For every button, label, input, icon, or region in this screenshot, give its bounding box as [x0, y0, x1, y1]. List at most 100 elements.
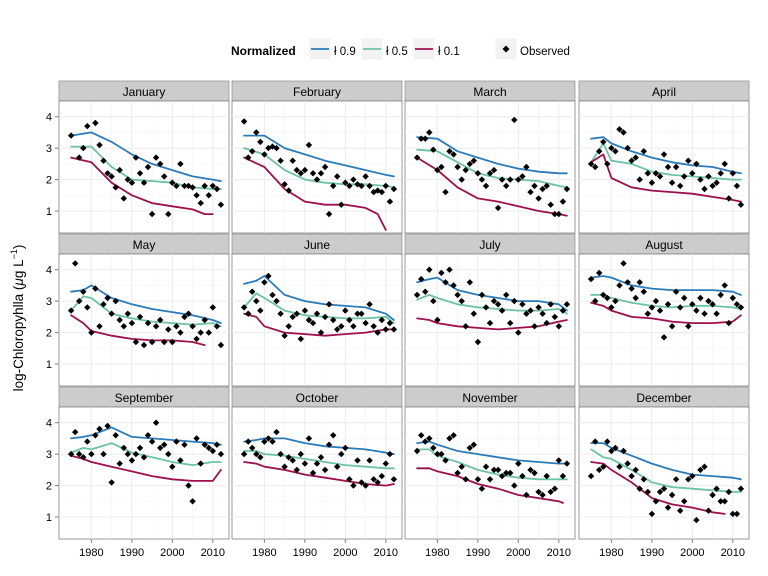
observed-point: [124, 310, 131, 317]
observed-point: [430, 444, 437, 452]
observed-point: [148, 210, 156, 218]
observed-point: [181, 182, 188, 190]
observed-point: [701, 185, 708, 193]
observed-point: [217, 341, 225, 349]
series-line-q10-october: [243, 461, 395, 487]
observed-point: [177, 457, 184, 464]
observed-point: [664, 163, 672, 171]
observed-point: [201, 441, 208, 448]
observed-point: [511, 116, 518, 124]
observed-point: [656, 173, 664, 180]
observed-point: [84, 438, 91, 445]
observed-point: [664, 301, 672, 308]
observed-point: [454, 469, 461, 477]
legend-title: Normalized: [231, 44, 296, 58]
observed-point: [338, 323, 345, 330]
observed-point: [430, 297, 437, 305]
observed-point: [470, 310, 477, 317]
x-tick-label: 1990: [640, 547, 664, 559]
observed-point: [547, 201, 554, 208]
observed-point: [543, 472, 550, 480]
observed-point: [301, 460, 309, 467]
panel-september: September 1 2 3 4 1980 1990 2000 2010: [46, 386, 230, 559]
observed-point: [531, 182, 538, 190]
observed-point: [374, 479, 381, 486]
y-tick-label: 2: [46, 175, 52, 187]
series-line-q50-december: [590, 448, 742, 493]
observed-points-january: [67, 119, 225, 218]
observed-point: [689, 472, 696, 480]
observed-point: [108, 310, 115, 317]
grid-august: [579, 254, 749, 386]
observed-point: [450, 282, 457, 289]
plot-area-april: [578, 100, 750, 234]
y-tick-label: 2: [46, 328, 52, 340]
observed-point: [640, 148, 647, 155]
strip-label-may: May: [133, 238, 156, 252]
observed-point: [325, 301, 333, 308]
observed-points-august: [587, 260, 745, 341]
observed-point: [474, 476, 482, 483]
observed-point: [478, 485, 486, 492]
observed-point: [652, 297, 660, 305]
observed-point: [169, 338, 176, 346]
observed-point: [161, 441, 168, 448]
observed-point: [249, 288, 256, 295]
observed-point: [413, 291, 421, 299]
observed-point: [612, 148, 619, 155]
observed-point: [551, 485, 558, 492]
observed-point: [161, 173, 168, 180]
legend-label-obs: Observed: [520, 46, 570, 58]
observed-point: [628, 285, 635, 292]
observed-point: [88, 450, 95, 458]
observed-point: [664, 504, 672, 511]
x-tick-label: 2010: [547, 547, 571, 559]
observed-point: [640, 476, 647, 483]
series-line-q10-february: [243, 156, 387, 231]
x-tick-label: 1980: [425, 547, 449, 559]
observed-point: [543, 319, 550, 327]
observed-point: [209, 304, 216, 311]
observed-point: [67, 450, 75, 458]
series-line-q90-march: [416, 136, 568, 175]
observed-point: [498, 307, 506, 314]
observed-point: [245, 438, 252, 445]
legend: Normalized ł 0.9 ł 0.5 ł 0.1 Observed: [231, 37, 570, 61]
observed-point: [490, 297, 498, 305]
observed-point: [386, 319, 394, 327]
observed-point: [644, 170, 651, 177]
observed-point: [108, 173, 115, 180]
observed-point: [76, 450, 83, 458]
observed-point: [201, 316, 208, 324]
observed-point: [612, 297, 619, 305]
panel-october: October 1980 1990 2000 2010: [231, 386, 403, 559]
observed-point: [96, 323, 103, 330]
observed-point: [317, 170, 325, 177]
observed-point: [281, 332, 288, 339]
observed-point: [616, 126, 623, 133]
observed-point: [173, 182, 180, 190]
observed-point: [733, 510, 741, 518]
observed-point: [721, 282, 728, 289]
observed-point: [325, 210, 333, 218]
observed-point: [161, 338, 168, 346]
observed-point: [434, 316, 441, 324]
observed-point: [652, 498, 660, 505]
observed-point: [604, 160, 611, 168]
panel-march: March: [404, 80, 576, 234]
observed-point: [535, 304, 542, 311]
observed-point: [92, 119, 99, 127]
series-line-q10-september: [70, 454, 222, 482]
observed-point: [80, 288, 87, 295]
series-line-q90-december: [590, 442, 742, 481]
observed-point: [269, 438, 276, 445]
observed-point: [511, 482, 518, 489]
observed-point: [245, 154, 252, 161]
series-line-q90-august: [590, 275, 742, 296]
observed-point: [209, 182, 216, 190]
observed-point: [140, 341, 148, 349]
observed-point: [466, 160, 473, 168]
x-tick-label: 2000: [506, 547, 530, 559]
series-line-q50-june: [243, 292, 395, 324]
observed-point: [217, 201, 225, 208]
